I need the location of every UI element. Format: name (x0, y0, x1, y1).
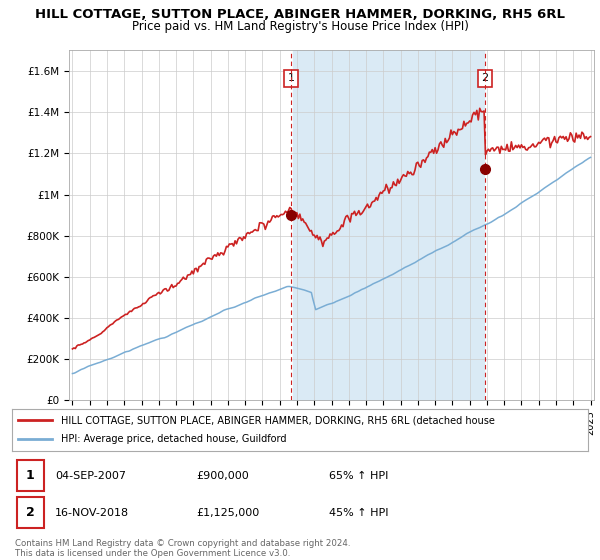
Text: £1,125,000: £1,125,000 (196, 508, 260, 518)
Text: 16-NOV-2018: 16-NOV-2018 (55, 508, 130, 518)
Text: HILL COTTAGE, SUTTON PLACE, ABINGER HAMMER, DORKING, RH5 6RL (detached house: HILL COTTAGE, SUTTON PLACE, ABINGER HAMM… (61, 415, 495, 425)
Text: Contains HM Land Registry data © Crown copyright and database right 2024.
This d: Contains HM Land Registry data © Crown c… (15, 539, 350, 558)
Text: 65% ↑ HPI: 65% ↑ HPI (329, 470, 388, 480)
Text: £900,000: £900,000 (196, 470, 249, 480)
Bar (17, 497, 44, 528)
Text: HILL COTTAGE, SUTTON PLACE, ABINGER HAMMER, DORKING, RH5 6RL: HILL COTTAGE, SUTTON PLACE, ABINGER HAMM… (35, 8, 565, 21)
Text: 04-SEP-2007: 04-SEP-2007 (55, 470, 126, 480)
Bar (17, 460, 44, 491)
Text: 45% ↑ HPI: 45% ↑ HPI (329, 508, 388, 518)
Text: 2: 2 (481, 73, 488, 83)
Text: HPI: Average price, detached house, Guildford: HPI: Average price, detached house, Guil… (61, 435, 286, 445)
Text: 2: 2 (26, 506, 35, 519)
Text: Price paid vs. HM Land Registry's House Price Index (HPI): Price paid vs. HM Land Registry's House … (131, 20, 469, 33)
Text: 1: 1 (288, 73, 295, 83)
Text: 1: 1 (26, 469, 35, 482)
